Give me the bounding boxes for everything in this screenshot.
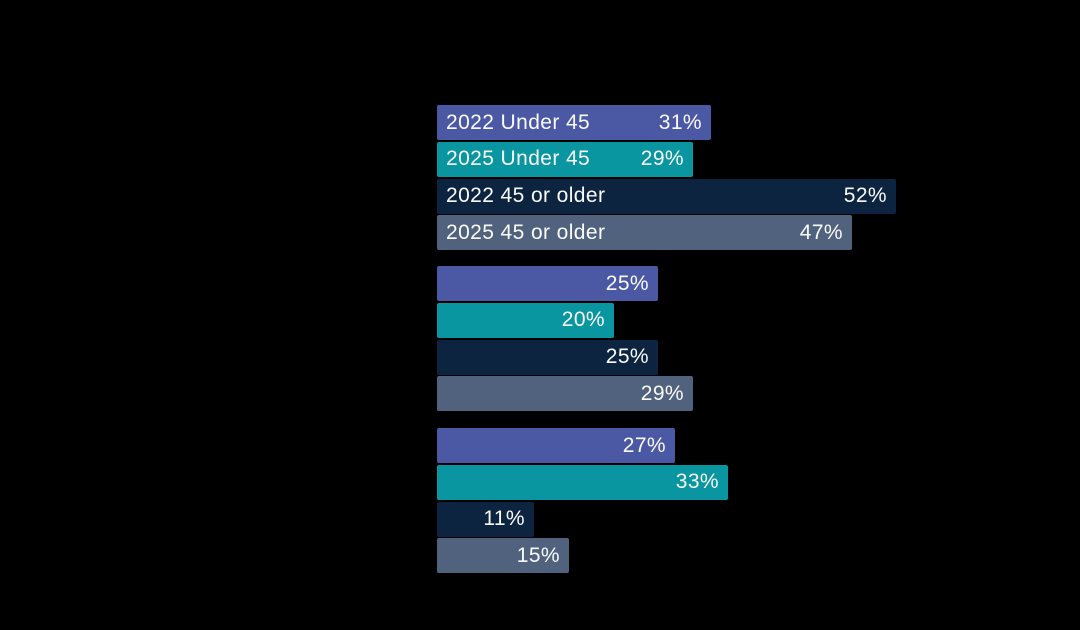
chart-canvas: 2022 Under 45 31% 2025 Under 45 29% 2022 45 … bbox=[437, 0, 1080, 630]
bar-group3-series1: 27% bbox=[437, 428, 675, 463]
bar-group1-series2: 2025 Under 45 29% bbox=[437, 141, 693, 177]
bar-value-label: 47% bbox=[799, 220, 843, 244]
bar-series-label: 2025 45 or older bbox=[446, 220, 606, 244]
bar-value-label: 25% bbox=[605, 271, 649, 295]
bar-value-label: 31% bbox=[658, 110, 702, 134]
bar-value-label: 20% bbox=[561, 308, 605, 332]
bar-value-label: 11% bbox=[483, 507, 525, 530]
bar-series-label: 2025 Under 45 bbox=[446, 147, 591, 171]
bar-group1-series3: 2022 45 or older 52% bbox=[437, 178, 896, 214]
bar-value-label: 25% bbox=[605, 345, 649, 368]
bar-value-label: 33% bbox=[675, 470, 719, 494]
bar-group3-series3: 11% bbox=[437, 501, 534, 537]
bar-series-label: 2022 45 or older bbox=[446, 184, 606, 207]
bar-group2-series3: 25% bbox=[437, 339, 658, 375]
bar-value-label: 52% bbox=[843, 184, 887, 207]
bar-value-label: 27% bbox=[622, 433, 666, 457]
bar-group3-series2: 33% bbox=[437, 464, 728, 500]
bar-value-label: 29% bbox=[640, 147, 684, 171]
bar-group1-series1: 2022 Under 45 31% bbox=[437, 105, 711, 140]
bar-group2-series1: 25% bbox=[437, 266, 658, 301]
bar-value-label: 15% bbox=[516, 543, 560, 567]
bar-group2-series2: 20% bbox=[437, 302, 614, 338]
bar-series-label: 2022 Under 45 bbox=[446, 110, 591, 134]
bar-value-label: 29% bbox=[640, 381, 684, 405]
bar-group1-series4: 2025 45 or older 47% bbox=[437, 215, 852, 251]
bar-group2-series4: 29% bbox=[437, 376, 693, 412]
bar-group3-series4: 15% bbox=[437, 538, 569, 574]
